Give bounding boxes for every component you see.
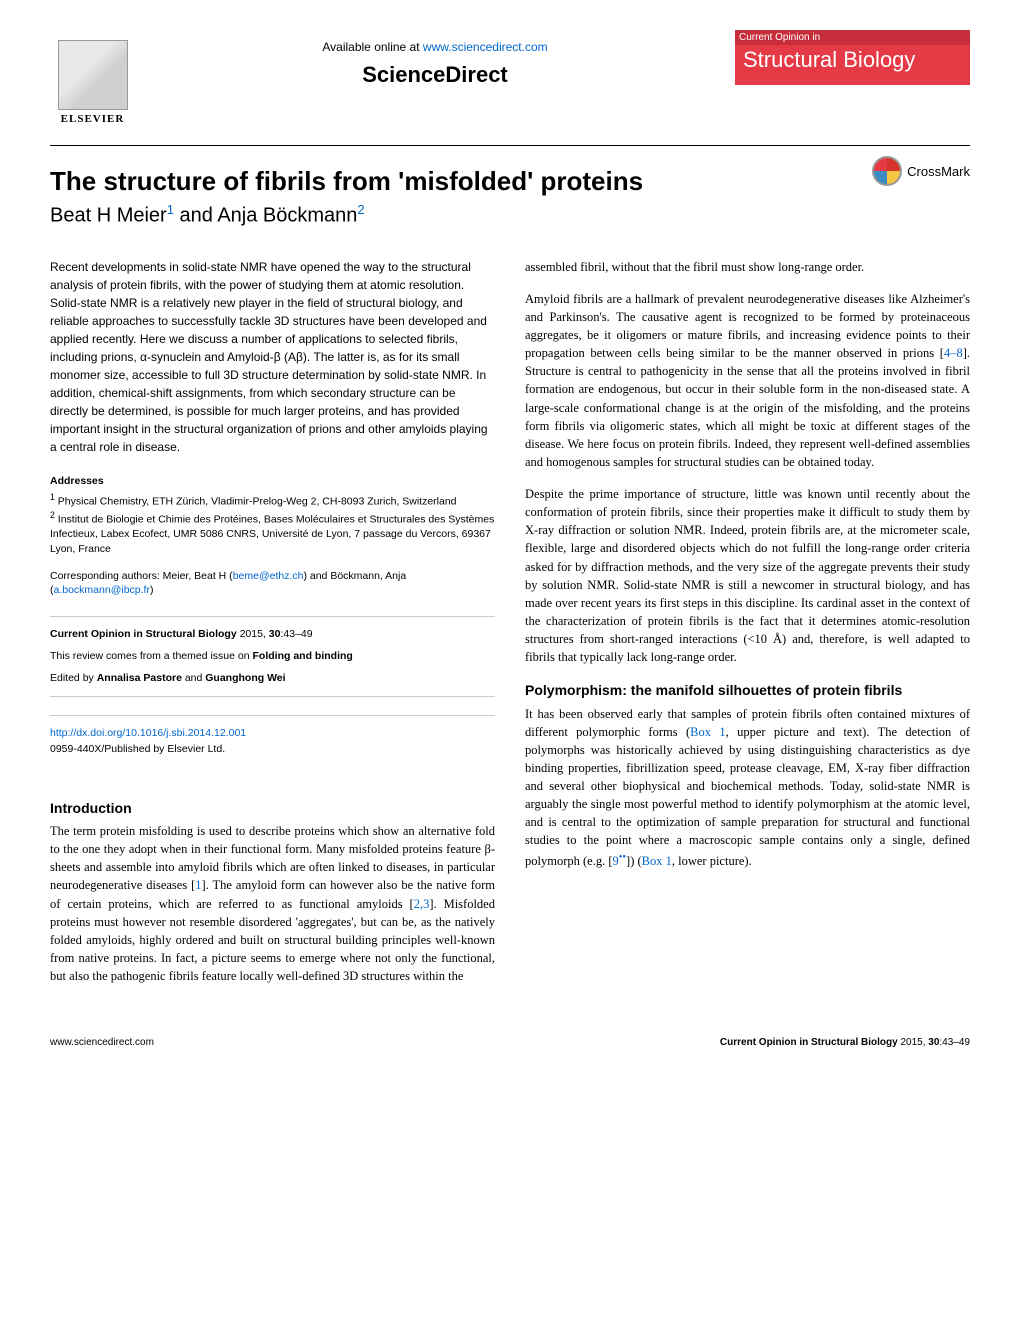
- editor-2: Guanghong Wei: [205, 672, 285, 684]
- ref-9-dots: ••: [619, 852, 626, 863]
- elsevier-tree-icon: [58, 40, 128, 110]
- author-between: and: [174, 205, 217, 227]
- footer-journal: Current Opinion in Structural Biology: [720, 1037, 898, 1048]
- crossmark-text: CrossMark: [907, 164, 970, 179]
- two-column-layout: Recent developments in solid-state NMR h…: [50, 258, 970, 1000]
- editors-pre: Edited by: [50, 672, 97, 684]
- ref-4-8[interactable]: 4–8: [944, 346, 963, 360]
- journal-badge-main: Structural Biology: [743, 47, 962, 73]
- editors-and: and: [182, 672, 205, 684]
- elsevier-label: ELSEVIER: [61, 113, 125, 125]
- poly-p1b: , upper picture and text). The detection…: [525, 725, 970, 868]
- available-online-text: Available online at: [322, 40, 423, 54]
- title-row: The structure of fibrils from 'misfolded…: [50, 156, 970, 258]
- journal-info-box: Current Opinion in Structural Biology 20…: [50, 616, 495, 697]
- author-2-sup: 2: [357, 202, 364, 217]
- header-row: ELSEVIER Available online at www.science…: [50, 30, 970, 125]
- journal-pages: :43–49: [280, 628, 312, 640]
- ref-2-3[interactable]: 2,3: [414, 897, 430, 911]
- email-2[interactable]: a.bockmann@ibcp.fr: [54, 584, 150, 596]
- themed-pre: This review comes from a themed issue on: [50, 650, 253, 662]
- author-1: Beat H Meier: [50, 205, 167, 227]
- poly-p1: It has been observed early that samples …: [525, 705, 970, 870]
- introduction-heading: Introduction: [50, 798, 495, 818]
- doi-block: http://dx.doi.org/10.1016/j.sbi.2014.12.…: [50, 715, 495, 758]
- themed-name: Folding and binding: [253, 650, 353, 662]
- col2-p2: Amyloid fibrils are a hallmark of preval…: [525, 290, 970, 471]
- editors: Edited by Annalisa Pastore and Guanghong…: [50, 671, 495, 687]
- sciencedirect-url[interactable]: www.sciencedirect.com: [423, 40, 548, 54]
- addr1: Physical Chemistry, ETH Zürich, Vladimir…: [55, 495, 457, 507]
- issn-line: 0959-440X/Published by Elsevier Ltd.: [50, 742, 495, 758]
- footer-pages: :43–49: [939, 1037, 970, 1048]
- addr2: Institut de Biologie et Chimie des Proté…: [50, 514, 494, 555]
- author-2: Anja Böckmann: [217, 205, 357, 227]
- poly-p1d: , lower picture).: [672, 854, 752, 868]
- crossmark-badge[interactable]: CrossMark: [872, 156, 970, 186]
- doi-link[interactable]: http://dx.doi.org/10.1016/j.sbi.2014.12.…: [50, 727, 246, 739]
- journal-name: Current Opinion in Structural Biology: [50, 628, 237, 640]
- right-column: assembled fibril, without that the fibri…: [525, 258, 970, 1000]
- journal-badge-top: Current Opinion in: [735, 30, 970, 45]
- addresses: 1 Physical Chemistry, ETH Zürich, Vladim…: [50, 491, 495, 557]
- poly-p1c: ]) (: [626, 854, 642, 868]
- sciencedirect-logo: ScienceDirect: [135, 62, 735, 88]
- available-online: Available online at www.sciencedirect.co…: [135, 40, 735, 54]
- col2-p3: Despite the prime importance of structur…: [525, 485, 970, 666]
- footer: www.sciencedirect.com Current Opinion in…: [50, 1029, 970, 1048]
- col2-p1: assembled fibril, without that the fibri…: [525, 258, 970, 276]
- journal-year: 2015,: [237, 628, 269, 640]
- editor-1: Annalisa Pastore: [97, 672, 182, 684]
- addresses-heading: Addresses: [50, 474, 495, 489]
- intro-paragraph: The term protein misfolding is used to d…: [50, 822, 495, 985]
- corresponding-authors: Corresponding authors: Meier, Beat H (be…: [50, 569, 495, 598]
- footer-right: Current Opinion in Structural Biology 20…: [720, 1037, 970, 1048]
- col2-p2a: Amyloid fibrils are a hallmark of preval…: [525, 292, 970, 360]
- col2-p2b: ]. Structure is central to pathogenicity…: [525, 346, 970, 469]
- author-1-sup: 1: [167, 202, 174, 217]
- elsevier-logo: ELSEVIER: [50, 30, 135, 125]
- article-title: The structure of fibrils from 'misfolded…: [50, 166, 643, 197]
- corr-pre: Corresponding authors: Meier, Beat H (: [50, 570, 233, 582]
- journal-citation: Current Opinion in Structural Biology 20…: [50, 627, 495, 643]
- journal-badge: Current Opinion in Structural Biology: [735, 30, 970, 85]
- crossmark-icon: [872, 156, 902, 186]
- footer-vol: 30: [928, 1037, 939, 1048]
- top-rule: [50, 145, 970, 146]
- center-header: Available online at www.sciencedirect.co…: [135, 30, 735, 88]
- authors: Beat H Meier1 and Anja Böckmann2: [50, 202, 643, 228]
- email-1[interactable]: beme@ethz.ch: [233, 570, 304, 582]
- title-block: The structure of fibrils from 'misfolded…: [50, 156, 643, 258]
- journal-vol: 30: [269, 628, 281, 640]
- footer-year: 2015,: [898, 1037, 929, 1048]
- polymorphism-heading: Polymorphism: the manifold silhouettes o…: [525, 680, 970, 700]
- abstract: Recent developments in solid-state NMR h…: [50, 258, 495, 456]
- left-column: Recent developments in solid-state NMR h…: [50, 258, 495, 1000]
- corr-post: ): [150, 584, 154, 596]
- footer-left[interactable]: www.sciencedirect.com: [50, 1037, 154, 1048]
- themed-issue: This review comes from a themed issue on…: [50, 649, 495, 665]
- box-1-link-b[interactable]: Box 1: [642, 854, 672, 868]
- box-1-link-a[interactable]: Box 1: [690, 725, 725, 739]
